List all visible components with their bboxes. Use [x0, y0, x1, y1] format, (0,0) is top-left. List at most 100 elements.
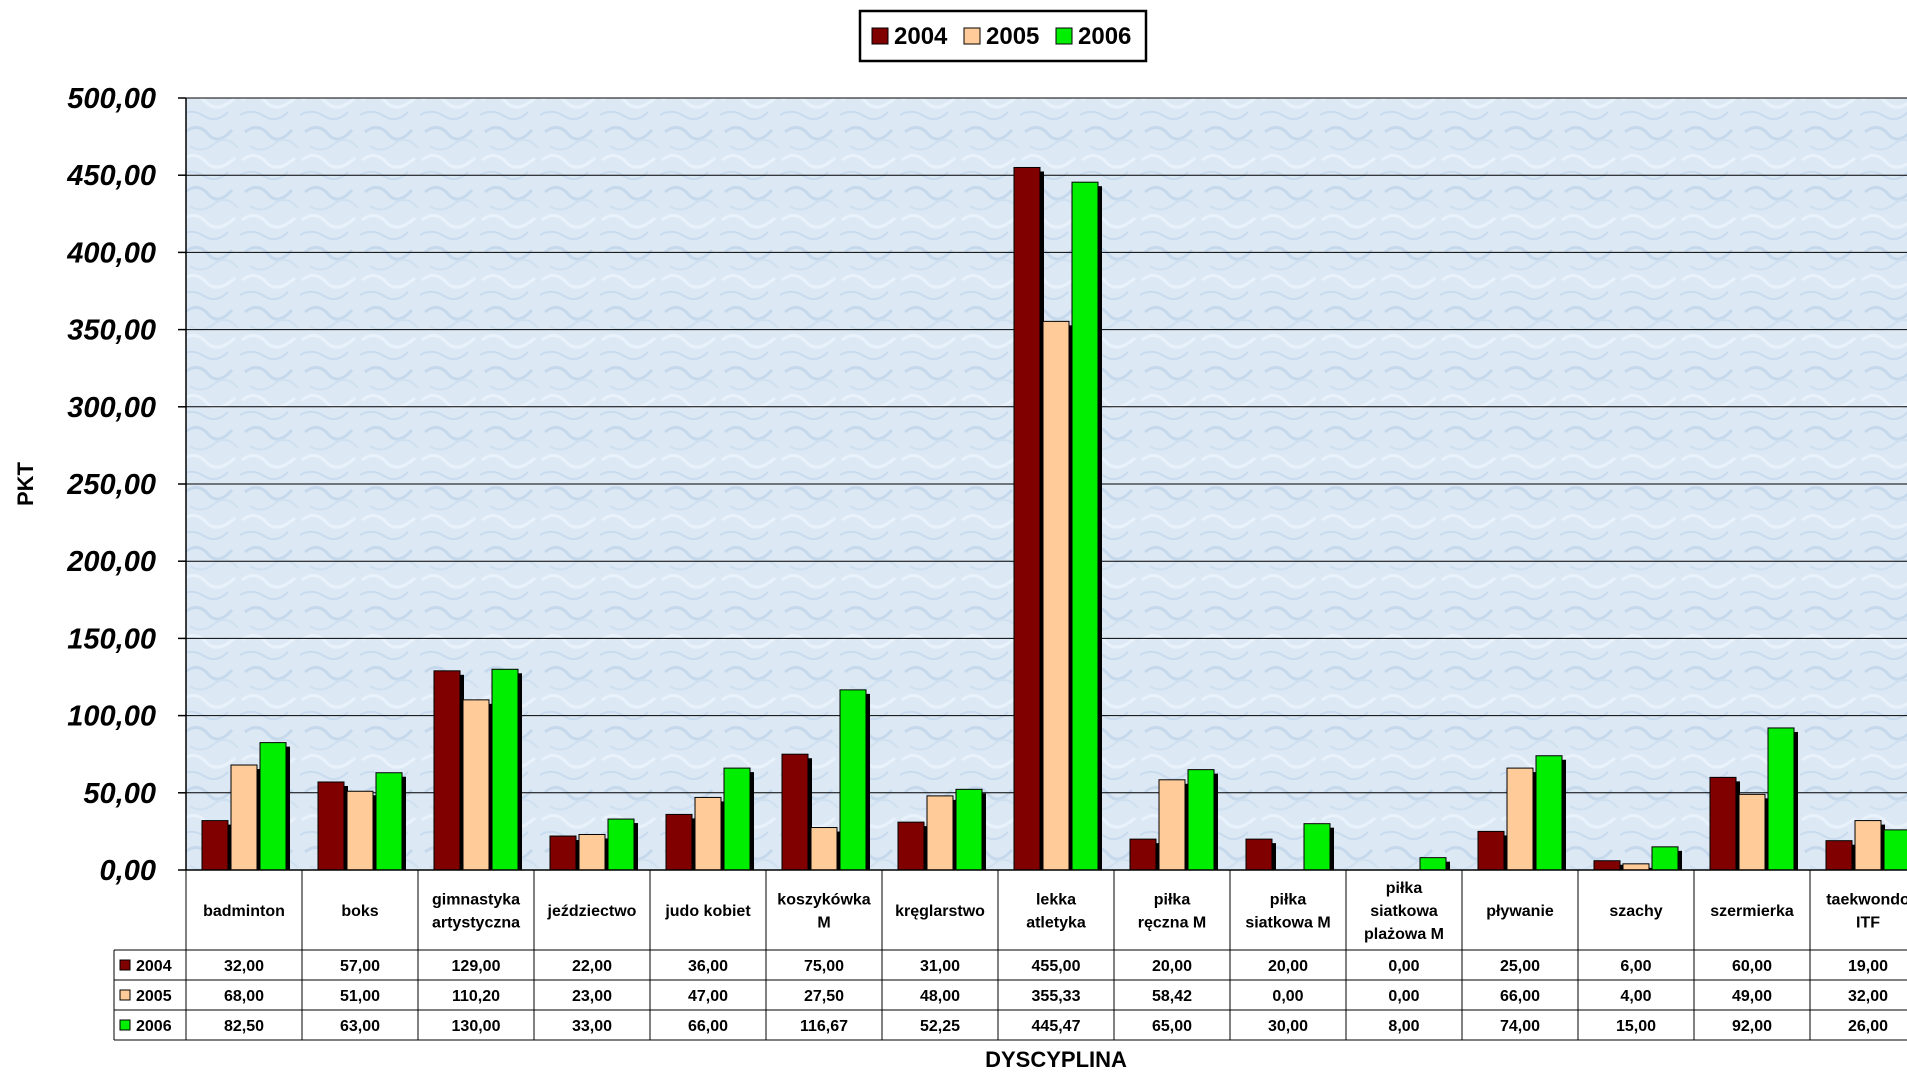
data-label: 47,00 [688, 988, 728, 1005]
y-axis-title: PKT [13, 461, 38, 506]
x-axis-title: DYSCYPLINA [985, 1047, 1127, 1072]
data-label: 22,00 [572, 958, 612, 975]
bar-2004 [1013, 166, 1041, 871]
data-label: 52,25 [920, 1018, 960, 1035]
data-label: 31,00 [920, 958, 960, 975]
bar-2004 [549, 835, 577, 871]
data-label: 32,00 [224, 958, 264, 975]
bar-2004 [433, 670, 461, 871]
data-label: 66,00 [688, 1018, 728, 1035]
data-label: 68,00 [224, 988, 264, 1005]
x-tick-label: lekka atletyka [1026, 892, 1086, 932]
data-label: 92,00 [1732, 1018, 1772, 1035]
x-tick-label: piłka siatkowa plażowa M [1364, 880, 1444, 943]
legend-label: 2004 [894, 23, 948, 50]
bar-2006 [491, 668, 519, 871]
data-label: 25,00 [1500, 958, 1540, 975]
data-label: 75,00 [804, 958, 844, 975]
bars [201, 166, 1907, 871]
x-tick-label: szachy [1609, 903, 1662, 920]
data-label: 30,00 [1268, 1018, 1308, 1035]
y-tick-label: 400,00 [66, 237, 156, 269]
bar-2005 [230, 764, 258, 871]
bar-2004 [1129, 838, 1157, 871]
legend-swatch-2004 [871, 27, 889, 45]
data-label: 26,00 [1848, 1018, 1888, 1035]
data-label: 0,00 [1388, 958, 1419, 975]
data-label: 51,00 [340, 988, 380, 1005]
legend: 2004 2005 2006 [858, 9, 1148, 63]
y-tick-label: 100,00 [67, 701, 156, 733]
data-label: 129,00 [452, 958, 501, 975]
x-tick-label: judo kobiet [664, 903, 751, 920]
data-label: 19,00 [1848, 958, 1888, 975]
y-tick-label: 150,00 [67, 623, 156, 655]
x-tick-label: pływanie [1486, 903, 1554, 920]
bar-2005 [926, 795, 954, 871]
data-label: 60,00 [1732, 958, 1772, 975]
x-tick-label: jeździectwo [547, 903, 637, 920]
bar-2005 [462, 699, 490, 871]
legend-swatch-2006 [1055, 27, 1073, 45]
table-series-name: 2006 [136, 1018, 172, 1035]
bar-2006 [1303, 823, 1331, 871]
data-label: 6,00 [1620, 958, 1651, 975]
bar-2005 [1854, 820, 1882, 871]
x-tick-label: kręglarstwo [895, 903, 985, 920]
y-tick-label: 200,00 [66, 546, 156, 578]
data-label: 57,00 [340, 958, 380, 975]
bar-2005 [1158, 779, 1186, 871]
bar-2006 [375, 772, 403, 871]
table-series-name: 2005 [136, 988, 172, 1005]
bar-2006 [1419, 857, 1447, 871]
table-series-name: 2004 [136, 958, 172, 975]
bar-2005 [810, 827, 838, 871]
data-label: 116,67 [800, 1018, 848, 1035]
bar-2004 [897, 821, 925, 871]
y-tick-label: 0,00 [100, 855, 156, 887]
y-tick-label: 450,00 [66, 160, 156, 192]
x-tick-label: badminton [203, 903, 285, 920]
y-tick-label: 250,00 [66, 469, 156, 501]
bar-2006 [1767, 727, 1795, 871]
bar-2005 [1738, 793, 1766, 871]
data-label: 4,00 [1620, 988, 1651, 1005]
bar-2004 [201, 820, 229, 871]
bar-2004 [1593, 860, 1621, 871]
bar-2004 [317, 781, 345, 871]
data-label: 48,00 [920, 988, 960, 1005]
data-label: 455,00 [1032, 958, 1081, 975]
bar-2006 [607, 818, 635, 871]
table-legend-key-2006 [119, 1019, 131, 1031]
bar-2004 [665, 813, 693, 871]
bar-2005 [346, 790, 374, 871]
data-label: 8,00 [1388, 1018, 1419, 1035]
data-label: 74,00 [1500, 1018, 1540, 1035]
x-tick-label: szermierka [1710, 903, 1794, 920]
bar-2006 [1187, 769, 1215, 871]
data-label: 36,00 [688, 958, 728, 975]
y-tick-label: 300,00 [67, 392, 156, 424]
bar-2006 [955, 788, 983, 871]
data-label: 0,00 [1272, 988, 1303, 1005]
data-label: 27,50 [804, 988, 844, 1005]
x-tick-label: piłka ręczna M [1138, 892, 1206, 932]
bar-2004 [1709, 776, 1737, 871]
bar-2006 [1071, 181, 1099, 871]
bar-2004 [1825, 840, 1853, 871]
data-label: 65,00 [1152, 1018, 1192, 1035]
bar-2004 [1477, 830, 1505, 871]
data-label: 110,20 [452, 988, 500, 1005]
x-tick-label: taekwondo ITF [1826, 892, 1907, 932]
y-tick-label: 350,00 [67, 315, 156, 347]
data-label: 20,00 [1152, 958, 1192, 975]
bar-2006 [1535, 755, 1563, 871]
bar-2004 [781, 753, 809, 871]
bar-2006 [723, 767, 751, 871]
bar-2006 [839, 689, 867, 871]
table-legend-key-2004 [119, 959, 131, 971]
x-tick-label: boks [341, 903, 378, 920]
bar-2006 [1883, 829, 1907, 871]
legend-label: 2006 [1078, 23, 1131, 50]
